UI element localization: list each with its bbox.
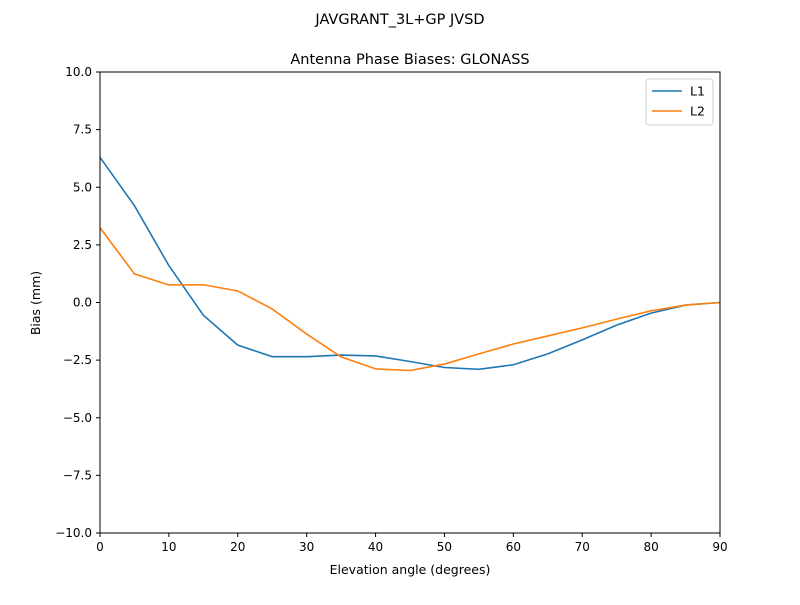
y-axis-label: Bias (mm) [28,271,43,335]
y-tick-label: −10.0 [55,526,92,540]
series-line-l1 [99,156,721,371]
x-tick-label: 0 [96,540,104,554]
x-tick-label: 70 [575,540,590,554]
x-tick-label: 30 [299,540,314,554]
x-tick-label: 80 [643,540,658,554]
x-tick-label: 40 [368,540,383,554]
y-tick-label: 2.5 [73,238,92,252]
x-axis-label: Elevation angle (degrees) [330,562,491,577]
x-tick-label: 10 [161,540,176,554]
axes-frame [99,71,721,534]
chart-title: Antenna Phase Biases: GLONASS [290,52,529,68]
x-tick-label: 20 [230,540,245,554]
x-tick-label: 60 [506,540,521,554]
y-tick-label: −2.5 [63,353,92,367]
legend-label-l1: L1 [690,84,705,99]
legend-label-l2: L2 [690,104,705,119]
y-tick-label: 5.0 [73,180,92,194]
y-tick-label: 10.0 [65,65,92,79]
x-tick-label: 50 [437,540,452,554]
suptitle: JAVGRANT_3L+GP JVSD [314,12,484,28]
x-tick-label: 90 [712,540,727,554]
y-tick-label: 0.0 [73,296,92,310]
y-tick-label: 7.5 [73,123,92,137]
series-line-l2 [99,227,721,372]
y-tick-label: −7.5 [63,468,92,482]
y-tick-label: −5.0 [63,411,92,425]
